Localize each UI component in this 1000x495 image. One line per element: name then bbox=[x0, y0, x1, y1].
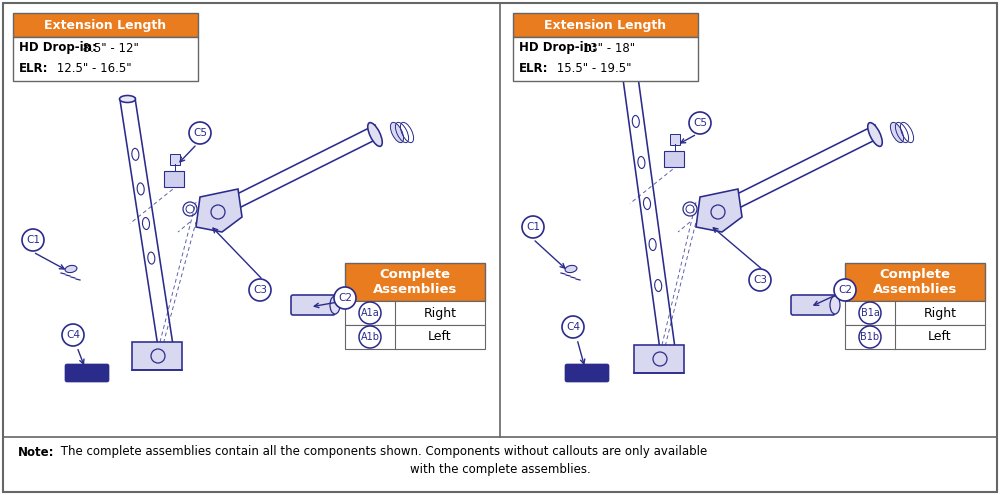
Text: 8.5" - 12": 8.5" - 12" bbox=[79, 42, 139, 54]
Bar bbox=[13, 13, 198, 37]
Ellipse shape bbox=[390, 122, 404, 143]
Text: B1a: B1a bbox=[861, 308, 879, 318]
FancyBboxPatch shape bbox=[65, 364, 109, 382]
FancyBboxPatch shape bbox=[164, 171, 184, 187]
Polygon shape bbox=[196, 189, 242, 232]
Circle shape bbox=[249, 279, 271, 301]
Text: HD Drop-in:: HD Drop-in: bbox=[519, 42, 597, 54]
Circle shape bbox=[522, 216, 544, 238]
Ellipse shape bbox=[65, 265, 77, 273]
Circle shape bbox=[689, 112, 711, 134]
FancyBboxPatch shape bbox=[170, 154, 180, 165]
Bar bbox=[845, 325, 985, 349]
Text: 15.5" - 19.5": 15.5" - 19.5" bbox=[553, 61, 632, 75]
Text: HD Drop-in:: HD Drop-in: bbox=[19, 42, 97, 54]
Bar bbox=[845, 301, 985, 325]
Bar bbox=[845, 263, 985, 301]
Text: Right: Right bbox=[424, 306, 456, 319]
Bar bbox=[345, 325, 485, 349]
Ellipse shape bbox=[620, 52, 636, 59]
Circle shape bbox=[859, 302, 881, 324]
Bar bbox=[345, 263, 485, 301]
Ellipse shape bbox=[868, 123, 882, 147]
FancyBboxPatch shape bbox=[670, 134, 680, 145]
Text: C4: C4 bbox=[566, 322, 580, 332]
Text: ELR:: ELR: bbox=[519, 61, 548, 75]
Text: The complete assemblies contain all the components shown. Components without cal: The complete assemblies contain all the … bbox=[57, 446, 707, 458]
FancyBboxPatch shape bbox=[291, 295, 335, 315]
Circle shape bbox=[62, 324, 84, 346]
Bar bbox=[13, 37, 198, 81]
Text: C1: C1 bbox=[526, 222, 540, 232]
Ellipse shape bbox=[368, 123, 382, 147]
Text: Complete
Assemblies: Complete Assemblies bbox=[373, 268, 457, 296]
Ellipse shape bbox=[210, 203, 220, 221]
Text: C5: C5 bbox=[693, 118, 707, 128]
Bar bbox=[345, 301, 485, 325]
FancyBboxPatch shape bbox=[634, 345, 684, 373]
Text: C3: C3 bbox=[753, 275, 767, 285]
FancyBboxPatch shape bbox=[565, 364, 609, 382]
Text: C4: C4 bbox=[66, 330, 80, 340]
Circle shape bbox=[859, 326, 881, 348]
FancyBboxPatch shape bbox=[132, 342, 182, 370]
Text: C5: C5 bbox=[193, 128, 207, 138]
Ellipse shape bbox=[710, 203, 720, 221]
Text: Complete
Assemblies: Complete Assemblies bbox=[873, 268, 957, 296]
Circle shape bbox=[189, 122, 211, 144]
Ellipse shape bbox=[890, 122, 904, 143]
Text: ELR:: ELR: bbox=[19, 61, 48, 75]
Text: C3: C3 bbox=[253, 285, 267, 295]
Ellipse shape bbox=[565, 265, 577, 273]
Circle shape bbox=[834, 279, 856, 301]
Text: C1: C1 bbox=[26, 235, 40, 245]
Text: 13" - 18": 13" - 18" bbox=[579, 42, 635, 54]
Text: C2: C2 bbox=[338, 293, 352, 303]
Text: with the complete assemblies.: with the complete assemblies. bbox=[410, 463, 590, 477]
Bar bbox=[513, 37, 698, 81]
Circle shape bbox=[562, 316, 584, 338]
Ellipse shape bbox=[120, 96, 136, 102]
Ellipse shape bbox=[330, 296, 340, 314]
Text: Right: Right bbox=[924, 306, 956, 319]
Text: A1a: A1a bbox=[361, 308, 379, 318]
FancyBboxPatch shape bbox=[791, 295, 835, 315]
Polygon shape bbox=[696, 189, 742, 232]
Text: Extension Length: Extension Length bbox=[44, 18, 167, 32]
Text: 12.5" - 16.5": 12.5" - 16.5" bbox=[53, 61, 132, 75]
Text: C2: C2 bbox=[838, 285, 852, 295]
Text: Left: Left bbox=[928, 331, 952, 344]
Circle shape bbox=[359, 302, 381, 324]
FancyBboxPatch shape bbox=[664, 151, 684, 167]
Circle shape bbox=[359, 326, 381, 348]
Text: Extension Length: Extension Length bbox=[544, 18, 667, 32]
Text: B1b: B1b bbox=[860, 332, 880, 342]
Circle shape bbox=[22, 229, 44, 251]
Bar bbox=[513, 13, 698, 37]
Text: Note:: Note: bbox=[18, 446, 54, 458]
Text: Left: Left bbox=[428, 331, 452, 344]
Ellipse shape bbox=[830, 296, 840, 314]
Text: A1b: A1b bbox=[360, 332, 380, 342]
Circle shape bbox=[749, 269, 771, 291]
Circle shape bbox=[334, 287, 356, 309]
